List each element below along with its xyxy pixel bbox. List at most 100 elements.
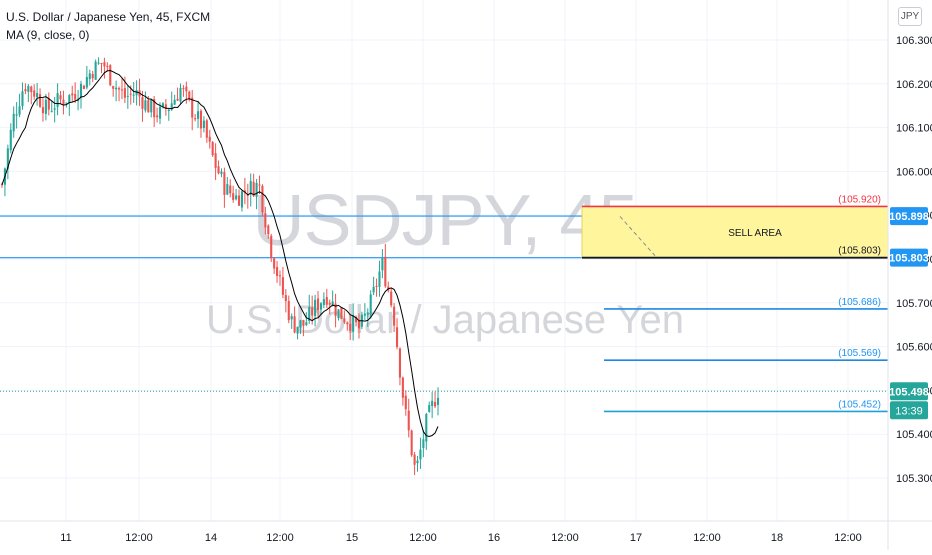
candle-body bbox=[428, 405, 431, 412]
candle-body bbox=[305, 322, 308, 325]
candle-body bbox=[436, 397, 440, 405]
candle-body bbox=[15, 114, 18, 116]
candle-body bbox=[85, 77, 88, 88]
candle-body bbox=[88, 73, 91, 80]
candle-body bbox=[401, 377, 404, 398]
x-tick-label: 12:00 bbox=[409, 532, 437, 544]
watermark-symbol: USDJPY, 45 bbox=[253, 181, 638, 261]
candle-body bbox=[82, 85, 85, 89]
candle-body bbox=[343, 318, 346, 323]
price-tag-last-bg bbox=[890, 382, 928, 401]
candle-body bbox=[276, 267, 279, 277]
currency-button[interactable]: JPY bbox=[898, 7, 922, 26]
candle-body bbox=[314, 299, 317, 316]
candle-body bbox=[413, 454, 416, 465]
candle-body bbox=[120, 89, 124, 91]
candle-body bbox=[211, 142, 214, 156]
candle-body bbox=[290, 316, 293, 320]
candle-layer bbox=[0, 57, 440, 476]
candle-body bbox=[97, 62, 100, 64]
price-tag-lower: 105.803 bbox=[889, 253, 929, 265]
candle-body bbox=[38, 94, 42, 107]
candle-body bbox=[255, 182, 258, 197]
candle-body bbox=[273, 258, 276, 269]
candle-body bbox=[197, 111, 200, 119]
y-tick-label: 106.200 bbox=[896, 79, 932, 91]
candle-body bbox=[103, 62, 106, 67]
candle-body bbox=[176, 98, 179, 101]
candle-body bbox=[18, 106, 21, 115]
candle-body bbox=[59, 95, 62, 100]
candle-body bbox=[319, 303, 323, 310]
candle-body bbox=[62, 99, 65, 105]
label-layer: SELL AREA (105.920) (105.803) (105.686) (105… bbox=[728, 194, 881, 410]
y-tick-label: 105.700 bbox=[896, 298, 932, 310]
candle-body bbox=[369, 294, 372, 315]
candle-body bbox=[249, 180, 252, 195]
price-tag-lower-bg bbox=[890, 248, 928, 267]
candle-body bbox=[410, 430, 413, 456]
candle-body bbox=[331, 301, 334, 306]
candle-body bbox=[161, 103, 164, 107]
candle-body bbox=[390, 291, 393, 306]
candle-body bbox=[47, 98, 50, 110]
x-tick-label: 12:00 bbox=[266, 532, 294, 544]
candle-body bbox=[240, 191, 243, 208]
candle-body bbox=[355, 317, 358, 323]
candle-body bbox=[182, 88, 185, 90]
candle-body bbox=[217, 166, 220, 174]
candle-body bbox=[229, 185, 232, 194]
y-tick-label: 105.300 bbox=[896, 473, 932, 485]
candle-body bbox=[36, 92, 39, 98]
candle-body bbox=[322, 299, 325, 306]
candle-body bbox=[53, 108, 56, 110]
candle-body bbox=[334, 303, 337, 316]
x-tick-label: 17 bbox=[630, 532, 642, 544]
candle-body bbox=[167, 109, 170, 112]
candle-body bbox=[158, 106, 162, 119]
candle-body bbox=[12, 113, 15, 132]
sell-area-box bbox=[581, 206, 889, 259]
candle-body bbox=[270, 235, 273, 258]
candle-body bbox=[0, 184, 4, 186]
countdown-label: 13:39 bbox=[895, 405, 923, 417]
candle-body bbox=[419, 449, 422, 460]
candle-body bbox=[21, 91, 24, 107]
candle-body bbox=[281, 277, 284, 295]
candle-body bbox=[363, 313, 366, 316]
moving-average-line bbox=[1, 69, 439, 438]
price-tag-last: 105.498 bbox=[889, 386, 929, 398]
candle-body bbox=[126, 95, 129, 97]
candle-body bbox=[252, 181, 255, 197]
candle-body bbox=[302, 320, 305, 326]
watermark-name: U.S. Dollar / Japanese Yen bbox=[206, 298, 684, 342]
candle-body bbox=[9, 129, 12, 151]
level-label: (105.569) bbox=[838, 348, 881, 359]
candle-body bbox=[205, 120, 208, 138]
candle-body bbox=[79, 83, 83, 98]
candle-body bbox=[267, 225, 270, 235]
candle-body bbox=[404, 395, 407, 410]
candle-body bbox=[109, 65, 112, 86]
grid-layer bbox=[0, 0, 888, 521]
candle-body bbox=[226, 184, 229, 195]
candle-body bbox=[147, 100, 150, 113]
y-tick-label: 105.600 bbox=[896, 342, 932, 354]
candle-body bbox=[144, 100, 147, 111]
candle-body bbox=[325, 297, 328, 305]
candle-body bbox=[74, 94, 77, 100]
candle-body bbox=[6, 148, 9, 169]
candle-body bbox=[194, 118, 197, 120]
candle-body bbox=[153, 99, 156, 118]
candle-body bbox=[191, 97, 194, 118]
candle-body bbox=[24, 89, 27, 92]
ma-layer bbox=[1, 69, 439, 438]
candle-body bbox=[202, 120, 205, 129]
x-tick-label: 14 bbox=[205, 532, 217, 544]
candle-body bbox=[258, 184, 261, 186]
candle-body bbox=[299, 320, 302, 328]
candle-body bbox=[296, 326, 299, 334]
candle-body bbox=[232, 193, 235, 200]
